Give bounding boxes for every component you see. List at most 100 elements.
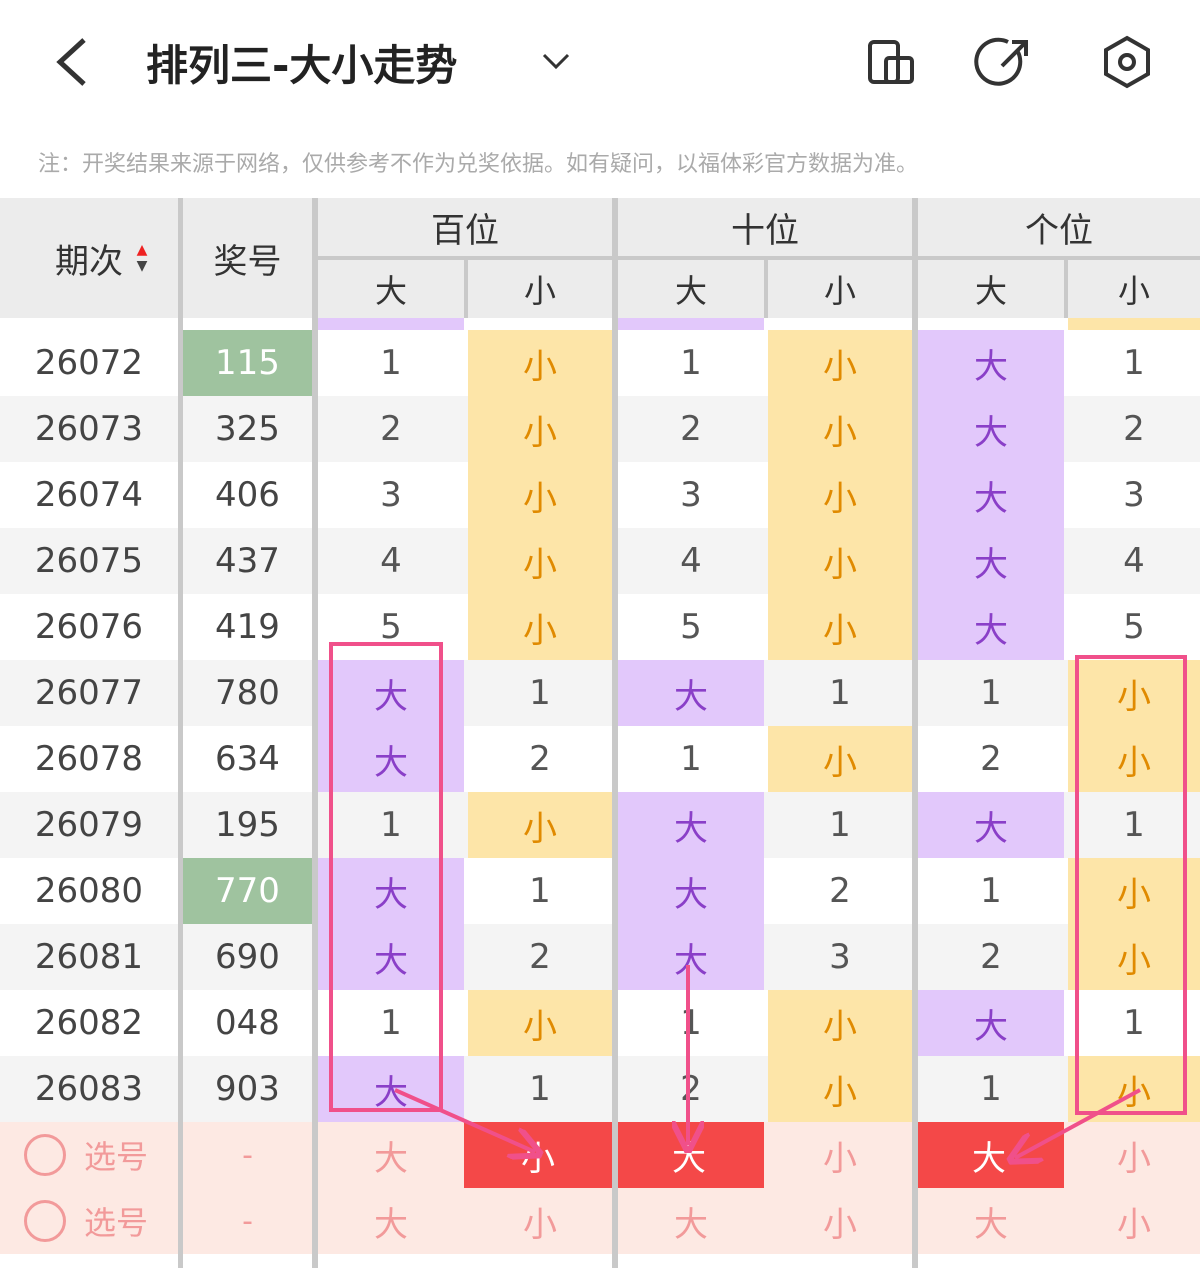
select-cell[interactable]: 大 bbox=[914, 1122, 1064, 1188]
trend-cell: 大 bbox=[918, 462, 1064, 528]
trend-cell: 大 bbox=[618, 792, 764, 858]
trend-cell: 大 bbox=[318, 1056, 464, 1122]
row-bg bbox=[0, 726, 1200, 792]
back-icon[interactable] bbox=[56, 38, 86, 86]
column-divider bbox=[1064, 258, 1068, 318]
trend-cell: 小 bbox=[768, 462, 912, 528]
period-cell: 26078 bbox=[34, 739, 144, 779]
number-cell: 780 bbox=[215, 673, 280, 713]
trend-cell: 大 bbox=[918, 330, 1064, 396]
period-cell: 26077 bbox=[34, 673, 144, 713]
select-cell[interactable]: 小 bbox=[1117, 1138, 1151, 1179]
trend-cell: 5 bbox=[680, 607, 702, 647]
cell-strip bbox=[1068, 318, 1200, 330]
select-cell[interactable]: 大 bbox=[674, 1204, 708, 1245]
select-cell[interactable]: 大 bbox=[374, 1138, 408, 1179]
header-cell: 奖号 bbox=[213, 241, 282, 282]
trend-cell: 大 bbox=[318, 726, 464, 792]
trend-cell: 大 bbox=[618, 858, 764, 924]
trend-cell: 2 bbox=[529, 739, 551, 779]
trend-cell: 3 bbox=[1123, 475, 1145, 515]
number-cell: 903 bbox=[215, 1069, 280, 1109]
trend-cell: 小 bbox=[1068, 726, 1200, 792]
number-cell: - bbox=[242, 1137, 253, 1173]
settings-icon[interactable] bbox=[1104, 35, 1150, 89]
number-cell: 634 bbox=[215, 739, 280, 779]
period-cell: 26074 bbox=[34, 475, 144, 515]
sub-header: 小 bbox=[523, 272, 556, 310]
layout-icon[interactable] bbox=[868, 40, 914, 84]
sub-header: 大 bbox=[974, 272, 1007, 310]
trend-cell: 2 bbox=[980, 937, 1002, 977]
share-icon[interactable] bbox=[974, 37, 1028, 86]
trend-cell: 大 bbox=[618, 660, 764, 726]
trend-cell: 1 bbox=[380, 805, 402, 845]
trend-cell: 小 bbox=[1068, 660, 1200, 726]
trend-cell: 1 bbox=[380, 343, 402, 383]
trend-cell: 1 bbox=[529, 673, 551, 713]
trend-cell: 1 bbox=[529, 871, 551, 911]
top-bar bbox=[56, 35, 1150, 89]
period-cell: 26075 bbox=[34, 541, 144, 581]
trend-cell: 5 bbox=[380, 607, 402, 647]
trend-cell: 大 bbox=[918, 594, 1064, 660]
select-cell[interactable]: 小 bbox=[823, 1204, 857, 1245]
number-cell: - bbox=[242, 1203, 253, 1239]
row-bg bbox=[0, 924, 1200, 990]
period-cell: 26072 bbox=[34, 343, 144, 383]
select-cell[interactable]: 小 bbox=[823, 1138, 857, 1179]
trend-cell: 1 bbox=[980, 1069, 1002, 1109]
trend-cell: 小 bbox=[768, 330, 912, 396]
select-cell[interactable]: 大 bbox=[974, 1204, 1008, 1245]
trend-cell: 1 bbox=[380, 1003, 402, 1043]
select-cell[interactable]: 小 bbox=[1117, 1204, 1151, 1245]
select-cell[interactable]: 小 bbox=[523, 1204, 557, 1245]
period-cell: 26076 bbox=[34, 607, 144, 647]
select-cell[interactable]: 小 bbox=[464, 1122, 612, 1188]
column-divider bbox=[912, 198, 918, 1268]
period-cell: 26083 bbox=[34, 1069, 144, 1109]
trend-cell: 1 bbox=[680, 343, 702, 383]
trend-cell: 1 bbox=[680, 1003, 702, 1043]
trend-cell: 小 bbox=[468, 462, 612, 528]
number-cell: 437 bbox=[215, 541, 280, 581]
select-cell[interactable]: 大 bbox=[374, 1204, 408, 1245]
sub-header: 大 bbox=[374, 272, 407, 310]
sub-header: 大 bbox=[674, 272, 707, 310]
trend-cell: 4 bbox=[1123, 541, 1145, 581]
sort-icon: ▲ ▼ bbox=[136, 242, 148, 274]
header-cell: 期次 bbox=[55, 241, 123, 282]
trend-cell: 1 bbox=[1123, 805, 1145, 845]
column-divider bbox=[312, 198, 318, 1268]
disclaimer: 注：开奖结果来源于网络，仅供参考不作为兑奖依据。如有疑问，以福体彩官方数据为准。 bbox=[38, 152, 919, 177]
period-cell: 26073 bbox=[34, 409, 144, 449]
group-header: 十位 bbox=[731, 210, 799, 251]
trend-cell: 大 bbox=[318, 660, 464, 726]
row-bg bbox=[0, 1056, 1200, 1122]
trend-cell: 小 bbox=[768, 726, 912, 792]
trend-cell: 5 bbox=[1123, 607, 1145, 647]
trend-cell: 小 bbox=[468, 594, 612, 660]
trend-cell: 小 bbox=[1068, 1056, 1200, 1122]
trend-cell: 2 bbox=[529, 937, 551, 977]
trend-cell: 小 bbox=[468, 396, 612, 462]
select-cell[interactable]: 大 bbox=[614, 1122, 764, 1188]
trend-cell: 1 bbox=[680, 739, 702, 779]
number-cell: 325 bbox=[215, 409, 280, 449]
select-radio[interactable] bbox=[24, 1200, 66, 1242]
period-cell: 26079 bbox=[34, 805, 144, 845]
sub-header: 小 bbox=[823, 272, 856, 310]
trend-cell: 2 bbox=[680, 409, 702, 449]
number-cell: 195 bbox=[215, 805, 280, 845]
select-radio[interactable] bbox=[24, 1134, 66, 1176]
dropdown-icon[interactable] bbox=[542, 53, 570, 70]
group-header: 百位 bbox=[431, 210, 499, 251]
period-cell: 26082 bbox=[34, 1003, 144, 1043]
trend-cell: 2 bbox=[829, 871, 851, 911]
trend-cell: 大 bbox=[918, 396, 1064, 462]
trend-cell: 小 bbox=[768, 990, 912, 1056]
trend-cell: 2 bbox=[980, 739, 1002, 779]
trend-cell: 大 bbox=[918, 990, 1064, 1056]
